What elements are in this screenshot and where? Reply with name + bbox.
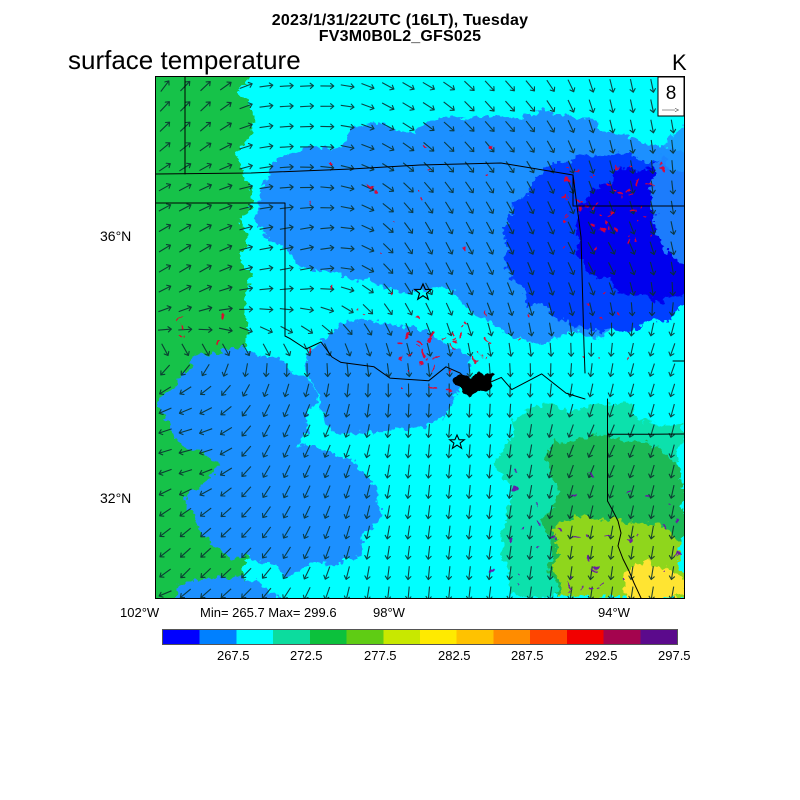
svg-text:8: 8 [666,83,677,104]
